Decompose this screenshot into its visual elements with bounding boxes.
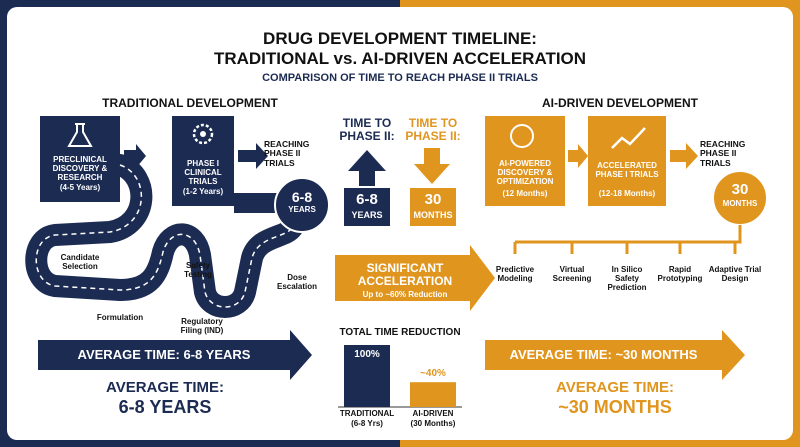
- bar-value-label: ~40%: [420, 368, 446, 380]
- bar-label: AI-DRIVEN: [412, 409, 454, 418]
- step-title: PRECLINICAL DISCOVERY & RESEARCH: [52, 155, 108, 182]
- average-label: AVERAGE TIME:: [555, 379, 675, 396]
- acceleration-note: Up to ~60% Reduction: [362, 290, 448, 299]
- average-banner: AVERAGE TIME: 6-8 YEARS: [77, 347, 251, 362]
- tool-label: Predictive Modeling: [495, 265, 535, 283]
- average-arrow: [38, 330, 312, 380]
- section-heading: AI-DRIVEN DEVELOPMENT: [541, 96, 698, 110]
- time-label: TIME TO PHASE II:: [339, 116, 395, 144]
- milestone-value: 30: [731, 181, 749, 198]
- road-label: Regulatory Filing (IND): [180, 317, 224, 335]
- arrow: [670, 143, 698, 169]
- tool-label: Rapid Prototyping: [657, 265, 703, 283]
- reaching-label: REACHING PHASE II TRIALS: [700, 139, 746, 168]
- tool-label: In Silico Safety Prediction: [607, 265, 647, 292]
- panel: [7, 7, 793, 440]
- time-value: 6-8: [356, 191, 378, 208]
- time-label: TIME TO PHASE II:: [405, 116, 461, 144]
- bar-value-label: 100%: [354, 349, 380, 360]
- gear-icon: [200, 131, 206, 137]
- tool-label: Adaptive Trial Design: [708, 265, 762, 283]
- connector: [234, 193, 279, 213]
- road-label: Candidate Selection: [60, 253, 100, 271]
- step-title: AI-POWERED DISCOVERY & OPTIMIZATION: [496, 159, 554, 186]
- acceleration-arrow: [335, 245, 495, 311]
- milestone-unit: MONTHS: [722, 199, 758, 208]
- average-value: 6-8 YEARS: [118, 397, 212, 417]
- average-banner: AVERAGE TIME: ~30 MONTHS: [509, 347, 698, 362]
- milestone-value: 6-8: [291, 189, 313, 205]
- step-box: [588, 116, 666, 206]
- time-box: [344, 188, 390, 226]
- time-value: 30: [424, 191, 442, 208]
- time-unit: MONTHS: [413, 210, 453, 220]
- road-label: Formulation: [96, 313, 144, 322]
- road-marking: [35, 164, 301, 308]
- step-box: [40, 116, 120, 202]
- brain-icon: [510, 124, 534, 148]
- average-arrow: [485, 330, 745, 380]
- bar-sublabel: (6-8 Yrs): [351, 419, 383, 428]
- road-label: Safety Testing: [184, 261, 212, 279]
- gear-icon: [192, 123, 214, 145]
- down-arrow: [414, 148, 450, 184]
- flask-icon: [67, 123, 93, 147]
- step-title: ACCELERATED PHASE I TRIALS: [595, 161, 659, 179]
- title: DRUG DEVELOPMENT TIMELINE:: [263, 29, 537, 48]
- section-heading: TRADITIONAL DEVELOPMENT: [102, 96, 278, 110]
- subtitle: COMPARISON OF TIME TO REACH PHASE II TRI…: [262, 72, 538, 84]
- step-box: [485, 116, 565, 206]
- step-duration: (12-18 Months): [598, 189, 656, 198]
- acceleration-title: SIGNIFICANT ACCELERATION: [357, 261, 453, 289]
- step-duration: (4-5 Years): [59, 183, 101, 192]
- milestone-unit: YEARS: [288, 205, 316, 214]
- title: TRADITIONAL vs. AI-DRIVEN ACCELERATION: [213, 49, 587, 68]
- step-duration: (12 Months): [502, 189, 548, 198]
- road-label: Dose Escalation: [276, 273, 317, 291]
- up-arrow: [348, 150, 386, 186]
- chart-title: TOTAL TIME REDUCTION: [339, 327, 461, 338]
- reduction-bars: [344, 345, 456, 407]
- bar: [344, 345, 390, 407]
- arrow: [568, 144, 588, 168]
- bar-sublabel: (30 Months): [410, 419, 456, 428]
- bar-label: TRADITIONAL: [339, 409, 395, 418]
- tool-label: Virtual Screening: [552, 265, 592, 283]
- reaching-label: REACHING PHASE II TRIALS: [264, 139, 310, 168]
- time-box: [410, 188, 456, 226]
- arrow: [238, 143, 268, 169]
- tools-bracket: [513, 225, 742, 254]
- chart-icon: [611, 127, 646, 149]
- average-label: AVERAGE TIME:: [105, 379, 225, 396]
- time-unit: YEARS: [351, 210, 383, 220]
- step-title: PHASE I CLINICAL TRIALS: [184, 159, 222, 186]
- average-value: ~30 MONTHS: [558, 397, 672, 417]
- bar: [410, 382, 456, 407]
- step-duration: (1-2 Years): [182, 187, 224, 196]
- milestone-circle: [274, 177, 330, 233]
